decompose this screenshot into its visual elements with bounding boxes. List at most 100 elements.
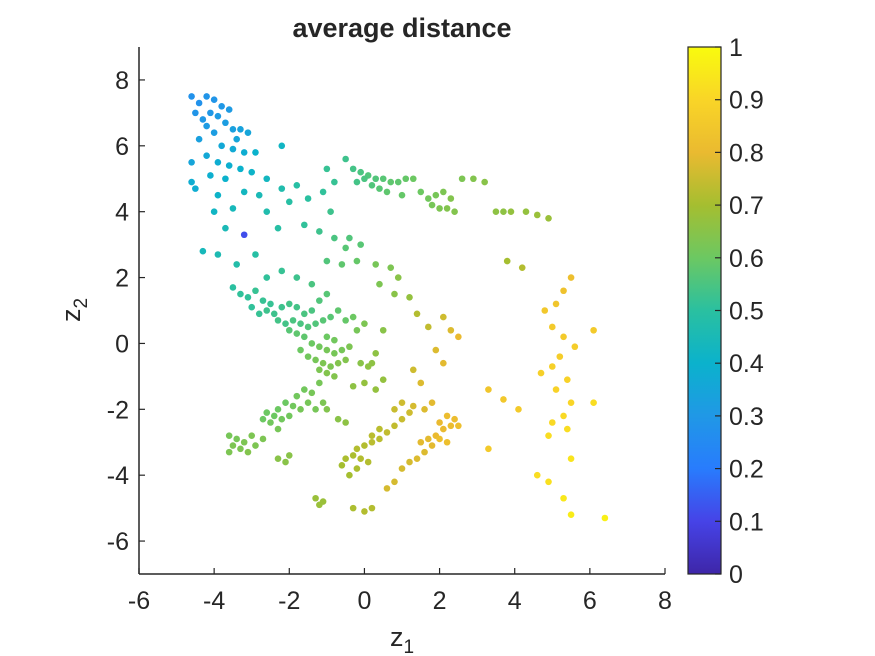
data-point bbox=[394, 274, 402, 281]
data-point bbox=[218, 142, 225, 150]
data-point bbox=[413, 455, 421, 463]
data-point bbox=[338, 462, 346, 469]
data-point bbox=[233, 135, 240, 143]
data-point bbox=[342, 317, 349, 324]
data-point bbox=[518, 264, 526, 271]
data-point bbox=[368, 504, 376, 512]
x-tick-label: 2 bbox=[433, 587, 447, 615]
data-point bbox=[361, 175, 368, 183]
data-point bbox=[233, 435, 240, 443]
y-axis-label: z2 bbox=[56, 298, 92, 322]
data-point bbox=[293, 330, 301, 337]
y-tick-label: 4 bbox=[115, 199, 129, 227]
colorbar-tick-label: 0.1 bbox=[729, 508, 764, 536]
data-point bbox=[240, 149, 248, 156]
data-point bbox=[188, 93, 195, 100]
data-point bbox=[357, 168, 364, 176]
data-point bbox=[301, 386, 308, 393]
data-point bbox=[346, 471, 353, 479]
x-ticks: -6 -4 -2 0 2 4 6 8 bbox=[128, 568, 672, 615]
colorbar-tick-label: 0.3 bbox=[729, 403, 764, 431]
data-point bbox=[278, 303, 286, 311]
data-point bbox=[436, 435, 443, 443]
data-point bbox=[323, 165, 331, 173]
x-axis-label: z1 bbox=[390, 622, 414, 656]
data-point bbox=[225, 448, 233, 456]
data-point bbox=[417, 188, 425, 196]
data-point bbox=[210, 96, 218, 103]
data-point bbox=[571, 343, 579, 351]
data-point bbox=[376, 435, 383, 443]
data-point bbox=[210, 208, 218, 215]
data-point bbox=[564, 425, 571, 433]
data-point bbox=[282, 399, 289, 407]
data-point bbox=[376, 280, 383, 288]
data-point bbox=[421, 406, 428, 413]
x-tick-label: -6 bbox=[128, 587, 150, 615]
data-point bbox=[278, 415, 286, 423]
data-point bbox=[319, 317, 327, 324]
data-point bbox=[316, 501, 323, 509]
data-point bbox=[440, 188, 447, 196]
data-point bbox=[285, 452, 293, 459]
data-point bbox=[342, 419, 349, 426]
data-point bbox=[225, 162, 233, 169]
data-point bbox=[428, 399, 436, 407]
data-point bbox=[533, 211, 541, 219]
data-point bbox=[398, 415, 406, 423]
data-point bbox=[248, 432, 256, 439]
data-point bbox=[548, 419, 556, 426]
data-point bbox=[319, 188, 327, 196]
data-point bbox=[541, 307, 549, 314]
x-tick-label: 0 bbox=[357, 587, 371, 615]
data-point bbox=[240, 231, 248, 239]
data-point bbox=[425, 323, 432, 331]
data-point bbox=[406, 294, 413, 301]
data-point bbox=[387, 178, 395, 186]
data-point bbox=[327, 363, 334, 370]
data-point bbox=[492, 208, 500, 215]
data-point bbox=[233, 261, 240, 268]
data-point bbox=[237, 126, 244, 133]
data-point bbox=[361, 508, 368, 515]
data-point bbox=[323, 290, 331, 298]
data-point bbox=[560, 412, 567, 420]
data-point bbox=[421, 448, 428, 456]
data-point bbox=[342, 455, 349, 463]
x-tick-label: 4 bbox=[508, 587, 522, 615]
data-point bbox=[432, 346, 440, 354]
data-point bbox=[560, 287, 567, 295]
data-point bbox=[346, 234, 353, 242]
data-point bbox=[293, 182, 301, 189]
data-point bbox=[301, 333, 308, 341]
data-point bbox=[398, 191, 406, 199]
colorbar-tick-label: 0.5 bbox=[729, 298, 764, 326]
data-point bbox=[285, 198, 293, 206]
colorbar-tick-label: 0.2 bbox=[729, 456, 764, 484]
data-point bbox=[222, 119, 229, 127]
data-point bbox=[567, 399, 575, 407]
data-point bbox=[451, 208, 458, 215]
data-point bbox=[383, 485, 391, 492]
data-point bbox=[278, 267, 286, 275]
data-point bbox=[237, 445, 244, 453]
colorbar-tick-label: 0.6 bbox=[729, 245, 764, 273]
data-point bbox=[545, 432, 552, 439]
data-point bbox=[316, 379, 323, 387]
data-point bbox=[346, 343, 353, 351]
y-axis-label-subscript: 2 bbox=[71, 298, 92, 309]
data-point bbox=[500, 208, 507, 215]
data-point bbox=[316, 228, 323, 235]
data-point bbox=[293, 392, 301, 400]
data-point bbox=[274, 425, 282, 433]
data-point bbox=[398, 465, 406, 472]
data-point bbox=[372, 261, 380, 268]
data-point bbox=[402, 175, 410, 183]
data-point bbox=[368, 359, 376, 367]
data-point bbox=[601, 514, 609, 522]
data-point bbox=[342, 155, 349, 163]
data-point bbox=[470, 175, 477, 183]
data-point bbox=[349, 382, 357, 390]
data-point bbox=[259, 297, 267, 304]
